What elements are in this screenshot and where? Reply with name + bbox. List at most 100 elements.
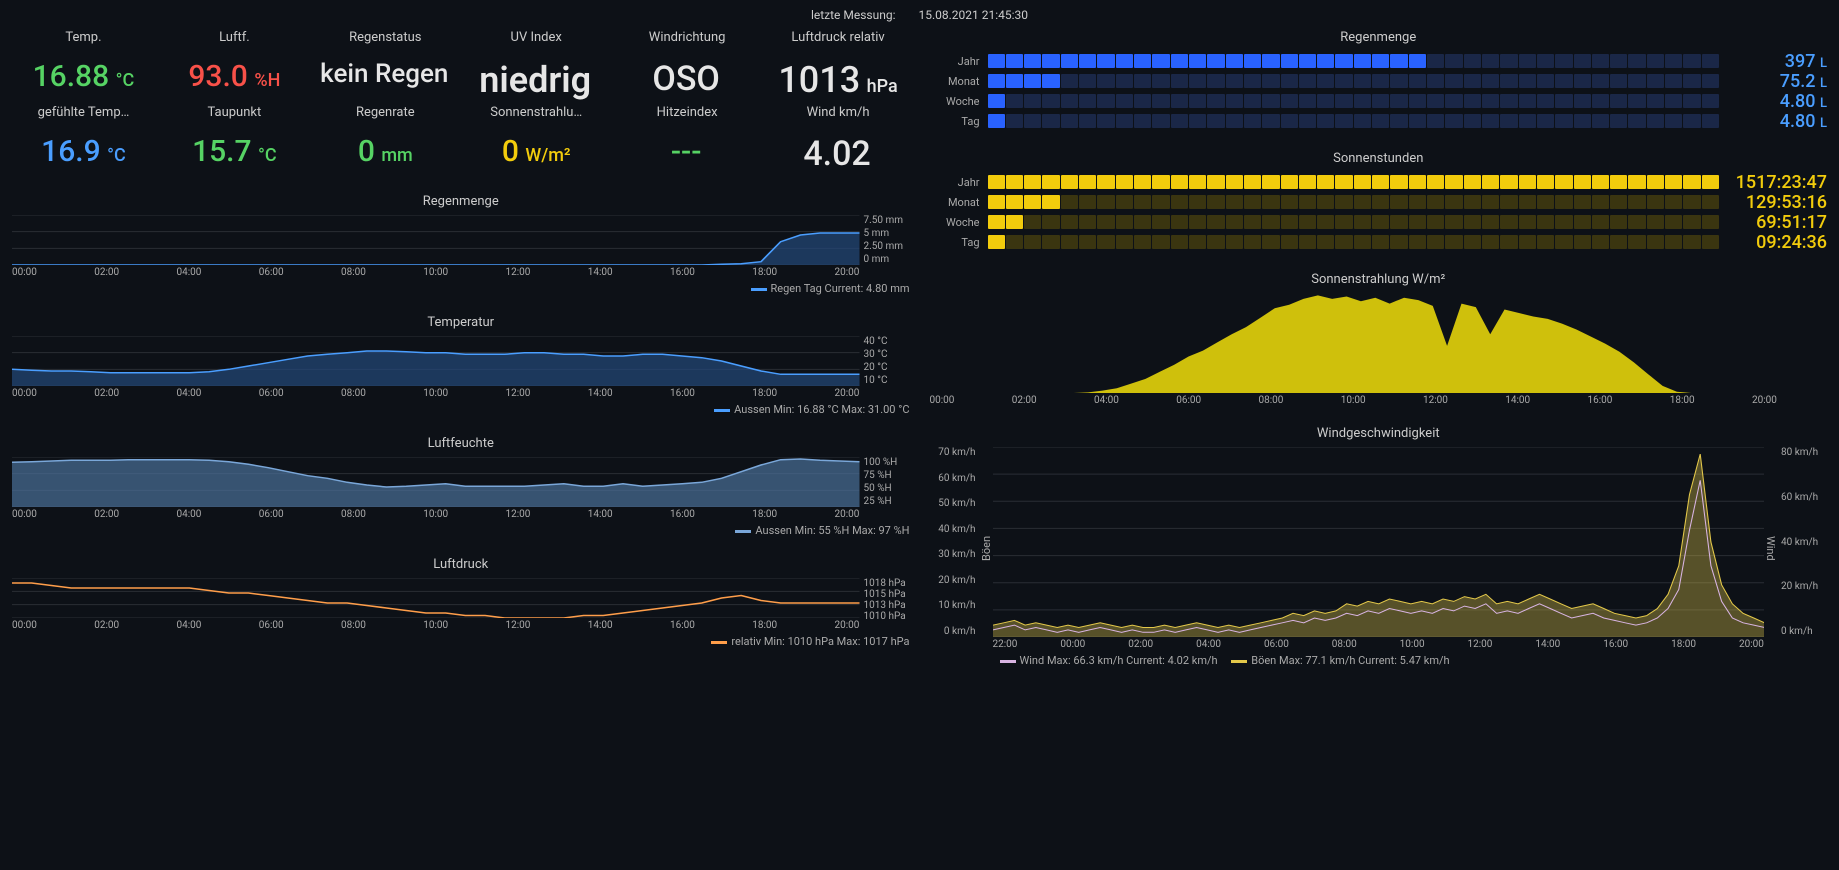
- bar-cells[interactable]: [988, 114, 1720, 128]
- bar-cell: [1665, 235, 1682, 249]
- bar-cell: [1519, 235, 1536, 249]
- bar-cell: [1647, 215, 1664, 229]
- bar-panel: Sonnenstunden Jahr 1517:23:47 Monat 129:…: [930, 151, 1828, 252]
- bar-cell: [1482, 54, 1499, 68]
- bar-row-value: 1517:23:47: [1727, 172, 1827, 193]
- bar-cell: [1537, 175, 1554, 189]
- bar-cell: [1683, 114, 1700, 128]
- bar-cell: [1665, 114, 1682, 128]
- bar-cells[interactable]: [988, 94, 1720, 108]
- gauge: Temp. 16.88 °C: [12, 30, 155, 101]
- bar-cell: [1061, 114, 1078, 128]
- bar-cell: [1061, 175, 1078, 189]
- bar-cell: [1464, 74, 1481, 88]
- bar-cell: [1244, 175, 1261, 189]
- bar-cell: [1445, 54, 1462, 68]
- bar-cell: [1262, 94, 1279, 108]
- bar-cell: [1445, 235, 1462, 249]
- bar-cell: [1372, 175, 1389, 189]
- bar-cell: [1097, 74, 1114, 88]
- bar-cell: [1079, 114, 1096, 128]
- chart-svg[interactable]: [930, 293, 1778, 393]
- bar-cell: [1464, 114, 1481, 128]
- bar-cell: [1244, 74, 1261, 88]
- bar-cell: [1116, 215, 1133, 229]
- bar-cell: [1281, 195, 1298, 209]
- bar-cell: [1006, 175, 1023, 189]
- bar-cell: [1592, 94, 1609, 108]
- bar-cell: [1702, 74, 1719, 88]
- bar-cell: [1116, 74, 1133, 88]
- bar-cell: [1116, 54, 1133, 68]
- bar-cell: [1390, 114, 1407, 128]
- header-label: letzte Messung:: [811, 8, 896, 22]
- bar-cell: [1079, 235, 1096, 249]
- bar-cell: [1500, 235, 1517, 249]
- bar-cells[interactable]: [988, 54, 1720, 68]
- bar-cells[interactable]: [988, 175, 1720, 189]
- bar-row: Jahr 1517:23:47: [930, 172, 1828, 192]
- bar-cell: [1079, 54, 1096, 68]
- bar-cells[interactable]: [988, 74, 1720, 88]
- bar-cell: [1464, 54, 1481, 68]
- bar-row: Tag 4.80 L: [930, 111, 1828, 131]
- chart-svg[interactable]: [993, 447, 1765, 637]
- chart-svg[interactable]: [12, 578, 860, 618]
- chart-title: Temperatur: [12, 315, 910, 330]
- bar-cell: [1207, 235, 1224, 249]
- chart-title: Luftdruck: [12, 557, 910, 572]
- x-axis: 00:0002:0004:0006:0008:0010:0012:0014:00…: [12, 620, 860, 631]
- bar-cell: [1024, 175, 1041, 189]
- bar-cell: [1189, 114, 1206, 128]
- gauge-grid: Temp. 16.88 °C Luftf. 93.0 %H Regenstatu…: [12, 30, 910, 174]
- bar-cell: [1500, 94, 1517, 108]
- bar-cell: [1281, 74, 1298, 88]
- chart-svg[interactable]: [12, 215, 860, 265]
- chart-svg[interactable]: [12, 457, 860, 507]
- bar-cell: [1702, 215, 1719, 229]
- gauge: Luftdruck relativ 1013 hPa: [767, 30, 910, 101]
- chart-legend: Regen Tag Current: 4.80 mm: [12, 282, 910, 295]
- bar-panel: Regenmenge Jahr 397 L Monat 75.2 L Woche…: [930, 30, 1828, 131]
- bar-cell: [1116, 114, 1133, 128]
- bar-cell: [1409, 54, 1426, 68]
- bar-cell: [1464, 175, 1481, 189]
- bar-cell: [1555, 114, 1572, 128]
- gauge-value: 0 mm: [314, 134, 457, 169]
- bar-cell: [1409, 74, 1426, 88]
- bar-cells[interactable]: [988, 195, 1720, 209]
- bar-cell: [1299, 114, 1316, 128]
- bar-cell: [1317, 235, 1334, 249]
- bar-cell: [1299, 215, 1316, 229]
- gauge: Regenstatus kein Regen: [314, 30, 457, 101]
- bar-cell: [1354, 215, 1371, 229]
- bar-cell: [1317, 74, 1334, 88]
- chart-svg[interactable]: [12, 336, 860, 386]
- bar-cell: [1537, 215, 1554, 229]
- bar-cell: [1299, 74, 1316, 88]
- bar-cell: [1226, 215, 1243, 229]
- bar-cell: [1574, 195, 1591, 209]
- bar-cell: [1427, 74, 1444, 88]
- bar-cell: [1665, 94, 1682, 108]
- bar-cells[interactable]: [988, 235, 1720, 249]
- bar-cells[interactable]: [988, 215, 1720, 229]
- gauge-value: OSO: [616, 59, 759, 99]
- gauge-value: ---: [616, 134, 759, 169]
- bar-cell: [1189, 235, 1206, 249]
- bar-cell: [1281, 94, 1298, 108]
- bar-cell: [1116, 94, 1133, 108]
- bar-cell: [1537, 235, 1554, 249]
- bar-cell: [988, 114, 1005, 128]
- bar-cell: [1152, 235, 1169, 249]
- bar-cell: [1390, 235, 1407, 249]
- chart-title: Sonnenstrahlung W/m²: [930, 272, 1828, 287]
- gauge-title: Luftdruck relativ: [767, 30, 910, 45]
- bar-cell: [1262, 114, 1279, 128]
- bar-cell: [1207, 215, 1224, 229]
- y-axis: 1018 hPa1015 hPa1013 hPa1010 hPa: [860, 578, 910, 618]
- bar-row-value: 09:24:36: [1727, 232, 1827, 253]
- header-timestamp: 15.08.2021 21:45:30: [918, 8, 1028, 22]
- bar-cell: [1519, 94, 1536, 108]
- bar-cell: [1189, 54, 1206, 68]
